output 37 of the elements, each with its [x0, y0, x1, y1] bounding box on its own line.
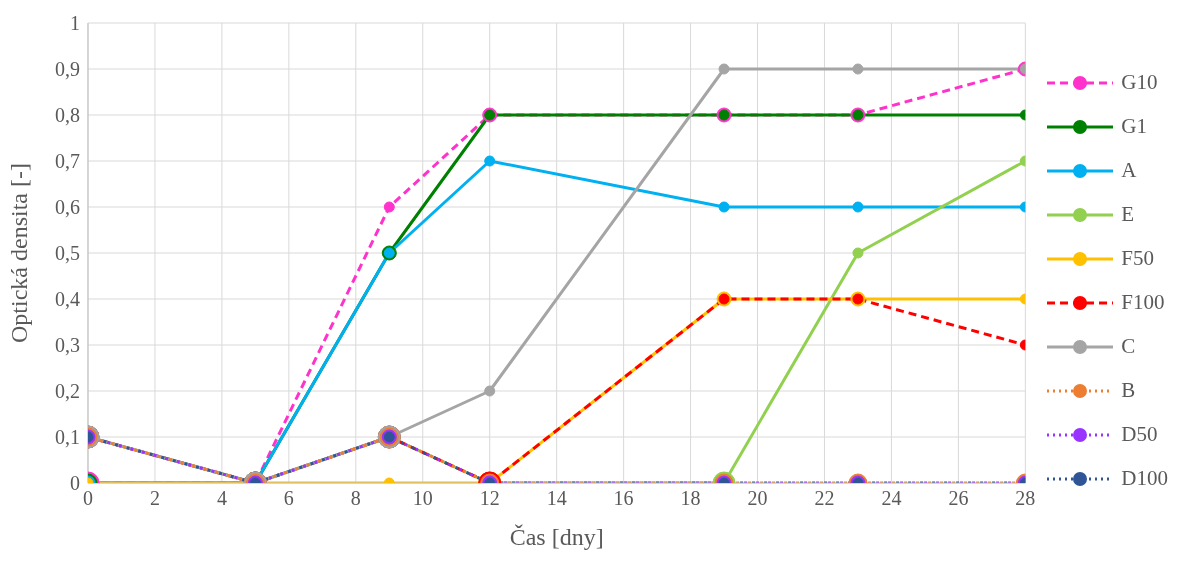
x-tick-label: 12 — [479, 487, 500, 510]
y-axis-title: Optická densita [-] — [5, 163, 32, 343]
legend-label: D50 — [1121, 422, 1158, 447]
x-tick-label: 22 — [814, 487, 835, 510]
legend-label: E — [1121, 202, 1135, 227]
x-tick-label: 6 — [283, 487, 294, 510]
legend-label: G1 — [1121, 114, 1147, 139]
x-tick-label: 4 — [216, 487, 227, 510]
legend-label: D100 — [1121, 466, 1168, 491]
y-tick-label: 0,4 — [55, 288, 80, 311]
y-tick-label: 0,7 — [55, 150, 80, 173]
y-tick-label: 0,1 — [55, 426, 80, 449]
legend-label: B — [1121, 378, 1136, 403]
y-tick-label: 0,5 — [55, 242, 80, 265]
x-tick-label: 8 — [350, 487, 361, 510]
y-tick-label: 0,6 — [55, 196, 80, 219]
x-tick-label: 10 — [412, 487, 433, 510]
x-tick-label: 18 — [680, 487, 701, 510]
y-tick-label: 0,2 — [55, 380, 80, 403]
y-tick-label: 0,3 — [55, 334, 80, 357]
legend-label: A — [1121, 158, 1137, 183]
legend-label: F100 — [1121, 290, 1165, 315]
x-tick-label: 24 — [881, 487, 902, 510]
y-tick-label: 0,9 — [55, 58, 80, 81]
y-tick-label: 0,8 — [55, 104, 80, 127]
x-tick-label: 28 — [1015, 487, 1036, 510]
y-tick-label: 1 — [70, 12, 80, 35]
legend-label: G10 — [1121, 70, 1158, 95]
x-tick-label: 2 — [149, 487, 160, 510]
legend-label: F50 — [1121, 246, 1155, 271]
x-tick-label: 16 — [613, 487, 634, 510]
x-tick-label: 20 — [747, 487, 768, 510]
x-tick-label: 26 — [948, 487, 969, 510]
y-tick-label: 0 — [70, 472, 80, 495]
x-tick-label: 14 — [546, 487, 567, 510]
legend-label: C — [1121, 334, 1136, 359]
x-axis-title: Čas [dny] — [509, 524, 604, 551]
